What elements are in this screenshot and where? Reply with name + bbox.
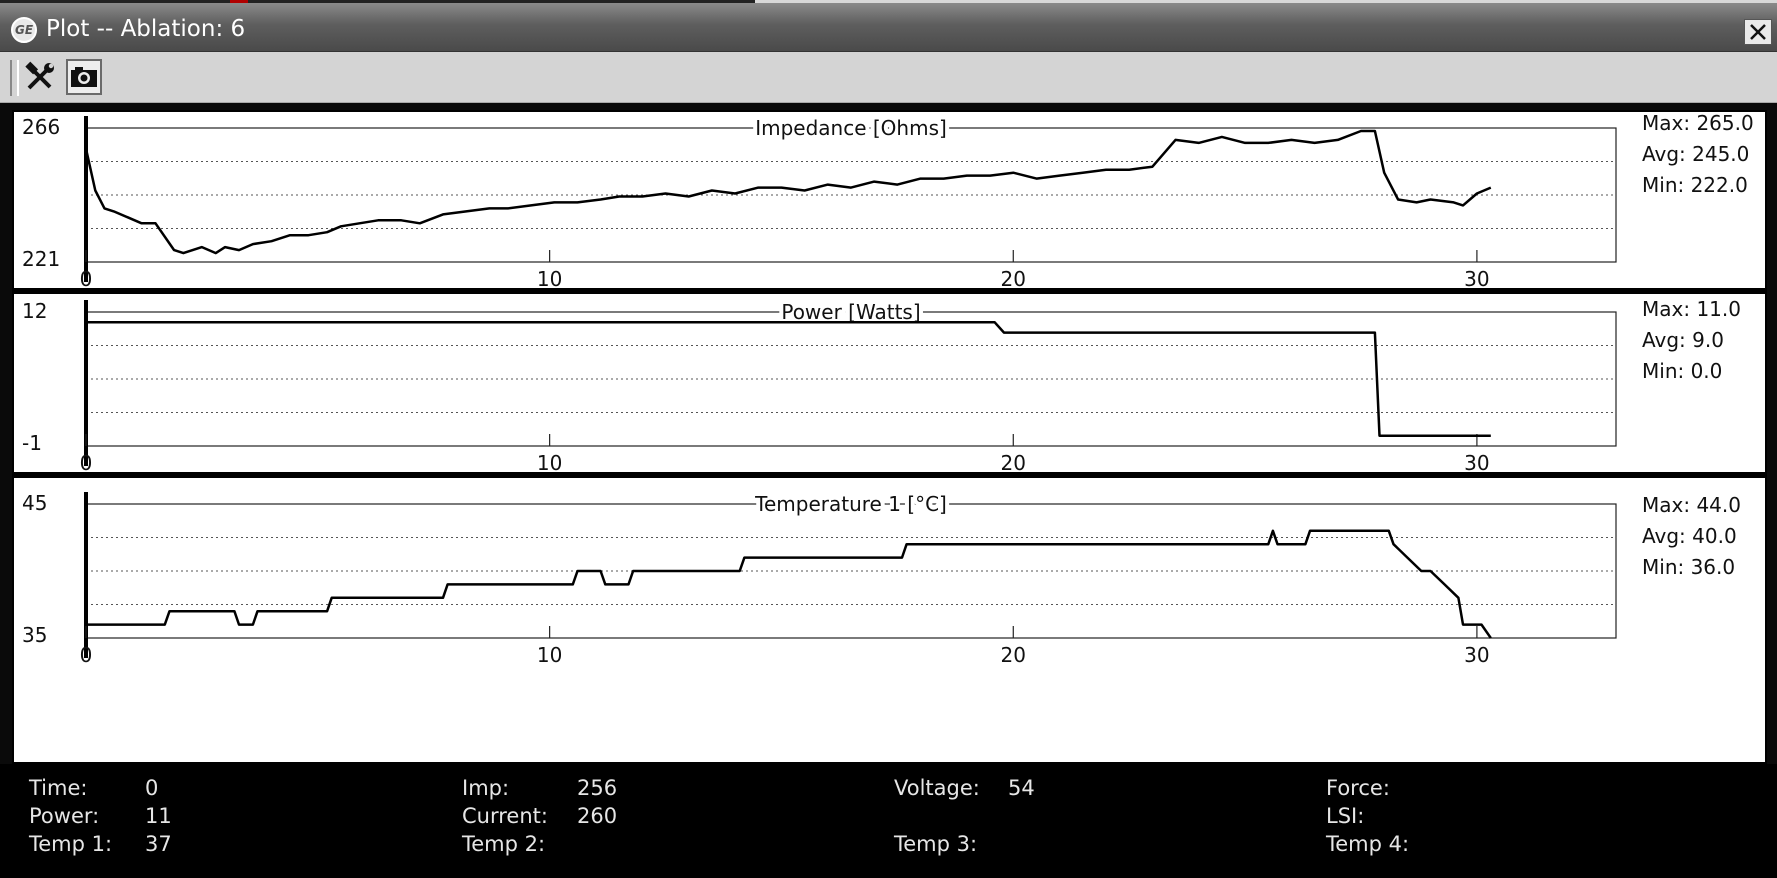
toolbar-grip[interactable] <box>10 60 19 96</box>
lsi-label: LSI: <box>1326 804 1365 828</box>
current-value: 260 <box>577 804 618 828</box>
plot-area-border <box>12 110 1767 764</box>
toolbar <box>0 52 1777 103</box>
impedance-y-min-label: 221 <box>22 247 60 271</box>
ge-logo-icon: GE <box>11 17 37 43</box>
background-window-edge <box>0 0 755 3</box>
temp3-label: Temp 3: <box>894 832 978 856</box>
window-title: Plot -- Ablation: 6 <box>46 16 246 42</box>
voltage-label: Voltage: <box>894 776 980 800</box>
window-titlebar[interactable]: GE Plot -- Ablation: 6 <box>0 3 1777 52</box>
temperature-chart-title: Temperature 1 [°C] <box>754 492 947 516</box>
power-y-max-label: 12 <box>22 299 47 323</box>
plot-canvas: 0 10 20 30 266 221 Impedance [Ohms] 0 10 20 30 12 -1… <box>12 110 1767 764</box>
temperature-y-min-label: 35 <box>22 623 47 647</box>
imp-value: 256 <box>577 776 618 800</box>
time-value: 0 <box>145 776 159 800</box>
impedance-y-max-label: 266 <box>22 115 60 139</box>
power-value: 11 <box>145 804 172 828</box>
snapshot-button[interactable] <box>66 59 102 95</box>
temperature-max: Max: 44.0 <box>1642 493 1741 517</box>
power-stats: Max: 11.0 Avg: 9.0 Min: 0.0 <box>1642 294 1741 387</box>
temp4-label: Temp 4: <box>1326 832 1410 856</box>
impedance-max: Max: 265.0 <box>1642 111 1754 135</box>
power-x-tick-label: 10 <box>537 451 562 475</box>
impedance-x-tick-label: 0 <box>80 267 93 291</box>
power-x-tick-label: 0 <box>80 451 93 475</box>
close-icon <box>1750 24 1766 40</box>
force-label: Force: <box>1326 776 1390 800</box>
camera-icon <box>71 67 97 87</box>
impedance-x-tick-label: 30 <box>1464 267 1489 291</box>
impedance-avg: Avg: 245.0 <box>1642 142 1750 166</box>
current-label: Current: <box>462 804 548 828</box>
desktop-top-strip <box>0 0 1777 3</box>
imp-label: Imp: <box>462 776 510 800</box>
power-series-line <box>86 321 1491 437</box>
temperature-x-tick-label: 0 <box>80 643 93 667</box>
time-label: Time: <box>29 776 88 800</box>
temp2-label: Temp 2: <box>462 832 546 856</box>
impedance-chart-title: Impedance [Ohms] <box>755 116 947 140</box>
settings-button[interactable] <box>22 59 58 95</box>
impedance-panel-separator <box>12 288 1767 294</box>
impedance-stats: Max: 265.0 Avg: 245.0 Min: 222.0 <box>1642 108 1754 201</box>
temperature-x-tick-label: 20 <box>1001 643 1026 667</box>
power-avg: Avg: 9.0 <box>1642 328 1724 352</box>
tools-icon <box>25 61 54 90</box>
power-chart-title: Power [Watts] <box>781 300 920 324</box>
close-button[interactable] <box>1744 19 1772 45</box>
power-y-min-label: -1 <box>22 431 42 455</box>
impedance-x-tick-label: 20 <box>1001 267 1026 291</box>
temperature-x-tick-label: 10 <box>537 643 562 667</box>
impedance-x-tick-label: 10 <box>537 267 562 291</box>
temperature-stats: Max: 44.0 Avg: 40.0 Min: 36.0 <box>1642 490 1741 583</box>
power-x-tick-label: 30 <box>1464 451 1489 475</box>
impedance-min: Min: 222.0 <box>1642 173 1748 197</box>
voltage-value: 54 <box>1008 776 1035 800</box>
temperature-avg: Avg: 40.0 <box>1642 524 1737 548</box>
temperature-y-max-label: 45 <box>22 491 47 515</box>
plot-area: 0 10 20 30 266 221 Impedance [Ohms] 0 10 20 30 12 -1… <box>12 110 1767 764</box>
temperature-min: Min: 36.0 <box>1642 555 1736 579</box>
readout-panel: Time: 0 Power: 11 Temp 1: 37 Imp: 256 Cu… <box>0 764 1777 878</box>
power-panel-separator <box>12 472 1767 478</box>
impedance-series-line <box>84 129 1492 255</box>
power-label: Power: <box>29 804 100 828</box>
background-window-marker <box>230 0 248 3</box>
power-max: Max: 11.0 <box>1642 297 1741 321</box>
temp1-label: Temp 1: <box>29 832 113 856</box>
power-min: Min: 0.0 <box>1642 359 1723 383</box>
temp1-value: 37 <box>145 832 172 856</box>
power-x-tick-label: 20 <box>1001 451 1026 475</box>
temperature-series-line <box>86 529 1492 639</box>
temperature-x-tick-label: 30 <box>1464 643 1489 667</box>
